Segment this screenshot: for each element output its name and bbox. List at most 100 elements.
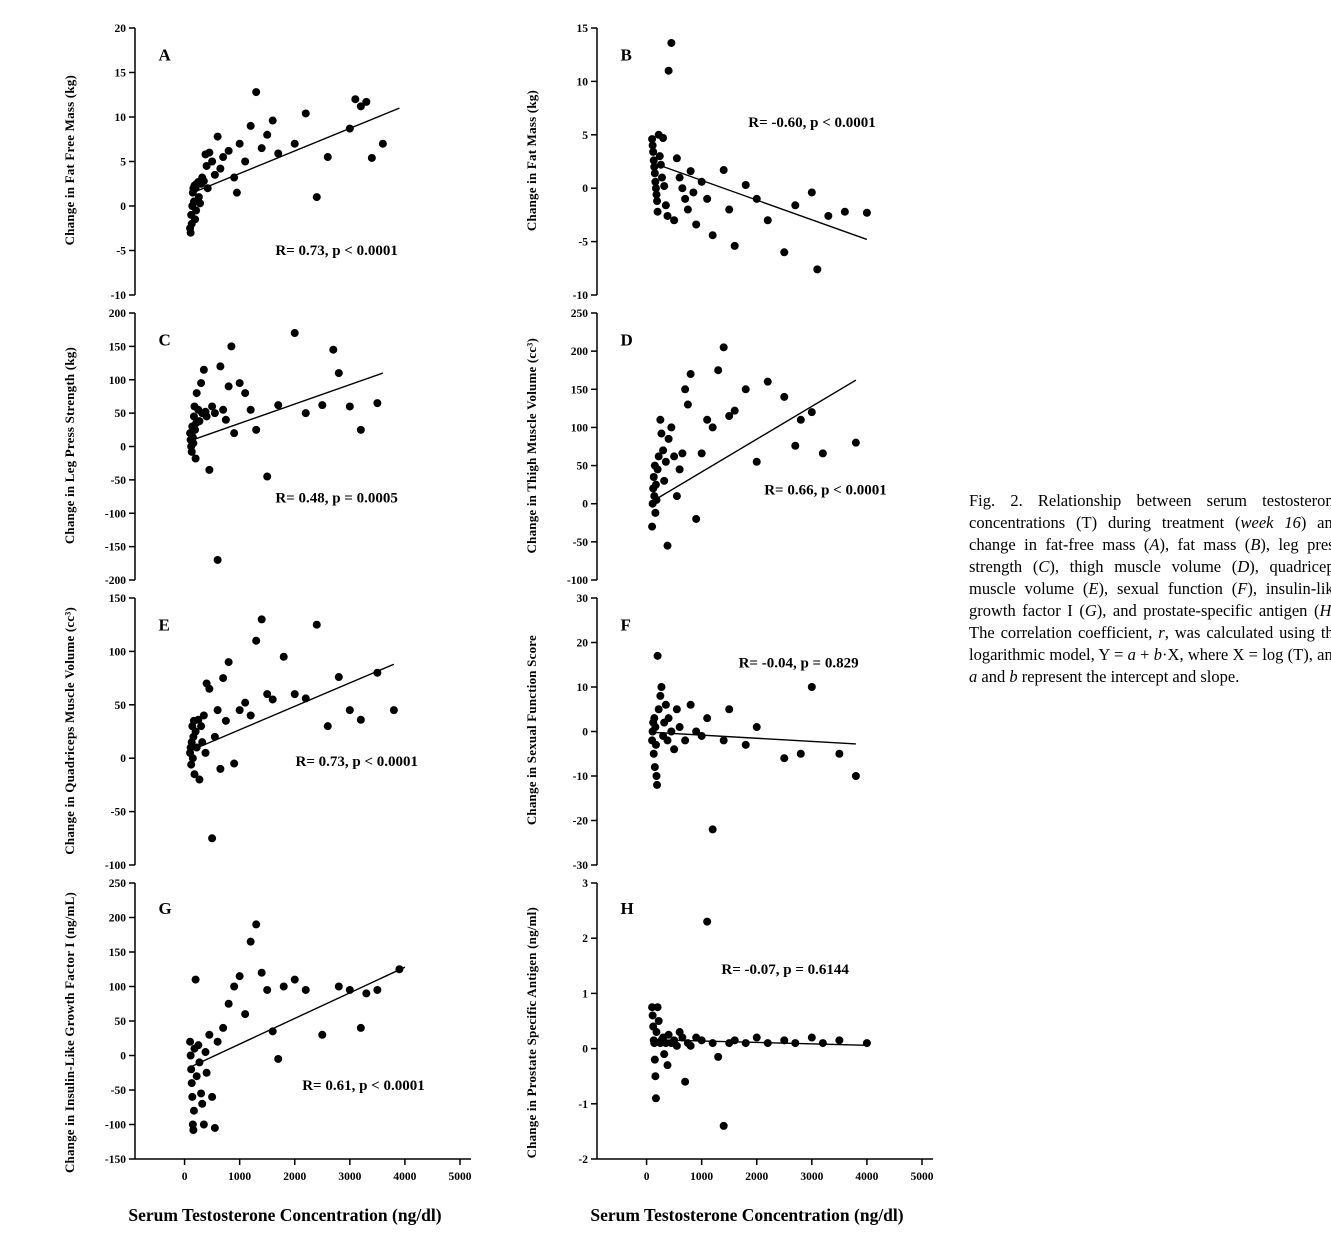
panel-b-plot: 15 10 5 0 -5 -10 B R= -0.60, p < 0.0001 (573, 23, 876, 302)
svg-text:0: 0 (120, 201, 126, 213)
svg-text:10: 10 (577, 682, 589, 694)
svg-text:10: 10 (115, 112, 127, 124)
svg-text:-20: -20 (573, 816, 589, 828)
panel-h-plot: 3 2 1 0 -1 -2 0 1000 2000 3000 4000 5000 H R= -0.07, … (578, 878, 933, 1183)
panel-a: Change in Fat Free Mass (kg) 20 15 10 5 0 -5 -… (55, 18, 485, 303)
svg-text:0: 0 (182, 1171, 188, 1183)
panel-c: Change in Leg Press Strength (kg) 200 150… (55, 303, 485, 588)
panel-h-yaxis-label-text: Change in Prostate Specific Antigen (ng/… (524, 907, 539, 1159)
svg-text:-5: -5 (116, 246, 126, 258)
panel-g-yaxis-label: Change in Insulin-Like Growth Factor I (… (55, 873, 85, 1193)
svg-text:4000: 4000 (855, 1171, 878, 1183)
svg-text:2000: 2000 (745, 1171, 768, 1183)
svg-text:D: D (621, 331, 633, 350)
svg-text:1000: 1000 (690, 1171, 713, 1183)
panel-e-yaxis-label: Change in Quadriceps Muscle Volume (cc³) (55, 588, 85, 873)
svg-text:-50: -50 (111, 475, 127, 487)
panel-b-yaxis-label-text: Change in Fat Mass (kg) (524, 89, 539, 232)
svg-text:20: 20 (577, 638, 589, 650)
panel-b: Change in Fat Mass (kg) 15 10 5 0 -5 -10 B R= -… (517, 18, 947, 303)
svg-text:-50: -50 (573, 537, 589, 549)
svg-text:R= 0.73, p < 0.0001: R= 0.73, p < 0.0001 (275, 243, 398, 259)
panel-g: Change in Insulin-Like Growth Factor I (… (55, 873, 485, 1193)
figure-caption: Fig. 2. Relationship between serum testo… (969, 491, 1331, 686)
panel-a-yaxis-label: Change in Fat Free Mass (kg) (55, 18, 85, 303)
panel-c-plot: 200 150 100 50 0 -50 -100 -150 -200 C R= 0.48, p =… (105, 308, 398, 587)
panel-h-yaxis-label: Change in Prostate Specific Antigen (ng/… (517, 873, 547, 1193)
svg-text:-50: -50 (111, 1085, 127, 1097)
panel-d-plot: 250 200 150 100 50 0 -50 -100 D R= 0.66, p < 0.00… (567, 308, 887, 587)
svg-text:-2: -2 (578, 1154, 588, 1166)
svg-text:-1: -1 (578, 1099, 588, 1111)
svg-text:0: 0 (644, 1171, 650, 1183)
panel-d-yaxis-label-text: Change in Thigh Muscle Volume (cc³) (524, 337, 539, 554)
svg-text:B: B (621, 46, 632, 65)
svg-text:F: F (621, 616, 631, 635)
svg-text:R= 0.73, p < 0.0001: R= 0.73, p < 0.0001 (295, 754, 418, 770)
svg-text:150: 150 (109, 947, 127, 959)
svg-text:100: 100 (109, 646, 127, 658)
svg-text:-100: -100 (105, 508, 126, 520)
svg-text:-100: -100 (567, 575, 588, 587)
svg-text:R= 0.61, p < 0.0001: R= 0.61, p < 0.0001 (302, 1078, 425, 1094)
svg-text:30: 30 (577, 593, 589, 605)
svg-text:G: G (159, 899, 172, 918)
svg-text:20: 20 (115, 23, 127, 35)
x-axis-title-left: Serum Testosterone Concentration (ng/dl) (128, 1205, 442, 1225)
svg-text:4000: 4000 (393, 1171, 416, 1183)
svg-text:1: 1 (582, 988, 588, 1000)
x-axis-title-right: Serum Testosterone Concentration (ng/dl) (590, 1205, 904, 1225)
panel-f-yaxis-label-text: Change in Sexual Function Score (524, 635, 539, 826)
panel-b-yaxis-label: Change in Fat Mass (kg) (517, 18, 547, 303)
svg-text:15: 15 (577, 23, 589, 35)
svg-text:R= -0.60, p < 0.0001: R= -0.60, p < 0.0001 (748, 115, 876, 131)
svg-text:-50: -50 (111, 807, 127, 819)
svg-text:A: A (159, 46, 172, 65)
svg-text:R= -0.04, p = 0.829: R= -0.04, p = 0.829 (739, 655, 859, 671)
svg-text:200: 200 (109, 913, 127, 925)
svg-text:R= -0.07, p = 0.6144: R= -0.07, p = 0.6144 (721, 962, 849, 978)
svg-text:50: 50 (115, 700, 127, 712)
panel-c-yaxis-label: Change in Leg Press Strength (kg) (55, 303, 85, 588)
svg-text:3: 3 (582, 878, 588, 890)
panel-f-yaxis-label: Change in Sexual Function Score (517, 588, 547, 873)
svg-text:100: 100 (571, 422, 589, 434)
panel-e-plot: 150 100 50 0 -50 -100 E R= 0.73, p < 0.0001 (105, 593, 418, 872)
panel-h: Change in Prostate Specific Antigen (ng/… (517, 873, 947, 1193)
svg-text:0: 0 (120, 1051, 126, 1063)
left-panel-column: Change in Fat Free Mass (kg) 20 15 10 5 0 -5-… (55, 18, 485, 1226)
svg-text:-10: -10 (111, 290, 127, 302)
svg-text:-100: -100 (105, 1120, 126, 1132)
svg-text:100: 100 (109, 375, 127, 387)
svg-text:R= 0.66, p < 0.0001: R= 0.66, p < 0.0001 (764, 483, 887, 499)
panel-d-yaxis-label: Change in Thigh Muscle Volume (cc³) (517, 303, 547, 588)
svg-text:2: 2 (582, 933, 588, 945)
right-panel-column: Change in Fat Mass (kg) 15 10 5 0 -5 -10 B R= -… (517, 18, 947, 1226)
svg-text:0: 0 (120, 753, 126, 765)
svg-text:10: 10 (577, 76, 589, 88)
panel-c-yaxis-label-text: Change in Leg Press Strength (kg) (62, 346, 77, 545)
svg-text:0: 0 (582, 1044, 588, 1056)
svg-text:1000: 1000 (228, 1171, 251, 1183)
panel-g-yaxis-label-text: Change in Insulin-Like Growth Factor I (… (62, 892, 77, 1174)
panel-e-yaxis-label-text: Change in Quadriceps Muscle Volume (cc³) (62, 606, 77, 855)
svg-text:200: 200 (109, 308, 127, 320)
svg-text:50: 50 (115, 408, 127, 420)
svg-text:0: 0 (582, 183, 588, 195)
svg-text:3000: 3000 (338, 1171, 361, 1183)
svg-text:-10: -10 (573, 771, 589, 783)
svg-text:-200: -200 (105, 575, 126, 587)
svg-text:C: C (159, 331, 171, 350)
panel-a-plot: 20 15 10 5 0 -5 -10 A R= 0.73, p < 0.0001 (111, 23, 400, 302)
svg-text:150: 150 (109, 341, 127, 353)
svg-text:5: 5 (120, 157, 126, 169)
panel-f: Change in Sexual Function Score 30 20 10 0 -… (517, 588, 947, 873)
panel-d: Change in Thigh Muscle Volume (cc³) 250 2… (517, 303, 947, 588)
panel-e: Change in Quadriceps Muscle Volume (cc³)… (55, 588, 485, 873)
svg-text:5: 5 (582, 130, 588, 142)
svg-text:150: 150 (109, 593, 127, 605)
panel-g-plot: 250 200 150 100 50 0 -50 -100 -150 0 1000 2000 3000 4… (105, 878, 472, 1183)
svg-text:R= 0.48, p = 0.0005: R= 0.48, p = 0.0005 (275, 491, 398, 507)
svg-text:2000: 2000 (283, 1171, 306, 1183)
svg-text:3000: 3000 (800, 1171, 823, 1183)
